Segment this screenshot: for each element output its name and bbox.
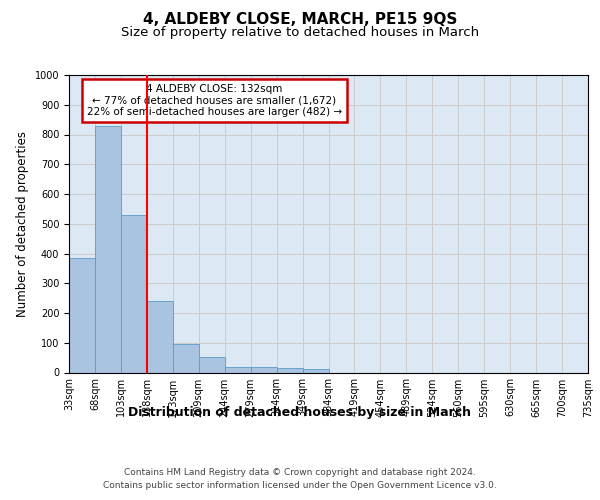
Bar [277,368,302,372]
Bar [95,126,121,372]
Text: Contains HM Land Registry data © Crown copyright and database right 2024.: Contains HM Land Registry data © Crown c… [124,468,476,477]
Bar [225,366,251,372]
Bar [251,368,277,372]
Text: 4, ALDEBY CLOSE, MARCH, PE15 9QS: 4, ALDEBY CLOSE, MARCH, PE15 9QS [143,12,457,28]
Text: Contains public sector information licensed under the Open Government Licence v3: Contains public sector information licen… [103,480,497,490]
Bar [121,215,147,372]
Bar [147,301,173,372]
Text: 4 ALDEBY CLOSE: 132sqm
← 77% of detached houses are smaller (1,672)
22% of semi-: 4 ALDEBY CLOSE: 132sqm ← 77% of detached… [87,84,342,117]
Text: Size of property relative to detached houses in March: Size of property relative to detached ho… [121,26,479,39]
Bar [199,357,224,372]
Y-axis label: Number of detached properties: Number of detached properties [16,130,29,317]
Bar [302,369,329,372]
Bar [173,344,199,372]
Text: Distribution of detached houses by size in March: Distribution of detached houses by size … [128,406,472,419]
Bar [69,258,95,372]
